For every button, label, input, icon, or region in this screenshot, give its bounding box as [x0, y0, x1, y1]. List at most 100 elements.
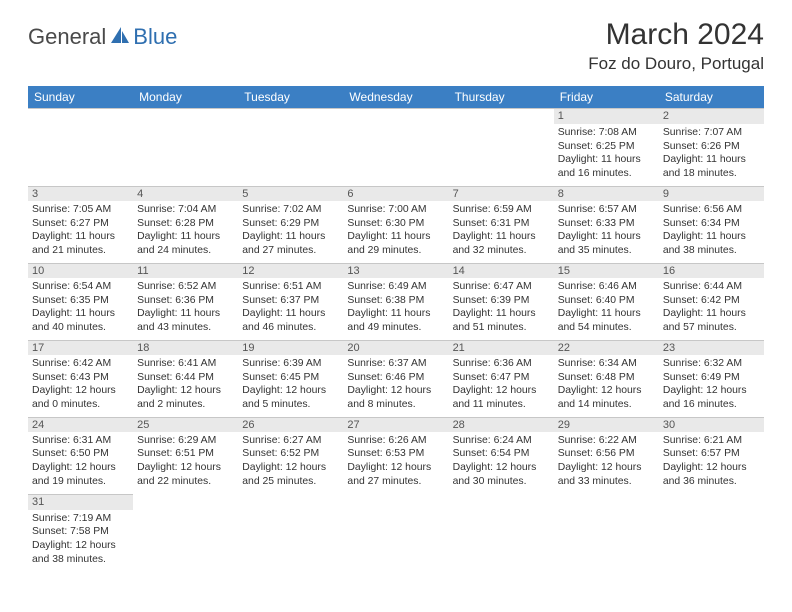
day-number: 2 — [659, 108, 764, 124]
day-detail-line: Sunrise: 7:19 AM — [32, 512, 129, 526]
day-number: 14 — [449, 263, 554, 278]
day-cell: Sunrise: 6:56 AMSunset: 6:34 PMDaylight:… — [659, 201, 764, 263]
day-cell: Sunrise: 6:52 AMSunset: 6:36 PMDaylight:… — [133, 278, 238, 340]
day-cell: Sunrise: 6:29 AMSunset: 6:51 PMDaylight:… — [133, 432, 238, 494]
day-number: 20 — [343, 340, 448, 355]
day-detail-line: Daylight: 12 hours — [137, 461, 234, 475]
day-detail-line: Daylight: 12 hours — [242, 461, 339, 475]
day-detail-line: Sunset: 6:28 PM — [137, 217, 234, 231]
day-detail-line: Sunrise: 6:52 AM — [137, 280, 234, 294]
day-number: 17 — [28, 340, 133, 355]
day-detail-line: Daylight: 11 hours — [558, 230, 655, 244]
day-detail-line: Sunrise: 6:57 AM — [558, 203, 655, 217]
day-detail-line: Sunset: 6:56 PM — [558, 447, 655, 461]
day-detail-line: and 27 minutes. — [242, 244, 339, 258]
day-number — [449, 108, 554, 124]
day-detail-line: Daylight: 12 hours — [32, 539, 129, 553]
day-number — [238, 108, 343, 124]
day-cell: Sunrise: 6:47 AMSunset: 6:39 PMDaylight:… — [449, 278, 554, 340]
day-detail-line: Sunrise: 6:24 AM — [453, 434, 550, 448]
day-cell: Sunrise: 6:22 AMSunset: 6:56 PMDaylight:… — [554, 432, 659, 494]
day-number: 4 — [133, 186, 238, 201]
logo-text-general: General — [28, 24, 106, 50]
day-detail-line: Sunrise: 6:32 AM — [663, 357, 760, 371]
day-number: 3 — [28, 186, 133, 201]
day-detail-line: Daylight: 11 hours — [663, 307, 760, 321]
day-detail-line: and 57 minutes. — [663, 321, 760, 335]
day-number: 23 — [659, 340, 764, 355]
day-number — [238, 494, 343, 510]
day-detail-line: Daylight: 11 hours — [347, 307, 444, 321]
day-cell — [238, 510, 343, 572]
day-detail-line: Daylight: 11 hours — [558, 307, 655, 321]
day-detail-line: and 51 minutes. — [453, 321, 550, 335]
day-detail-line: Sunrise: 6:26 AM — [347, 434, 444, 448]
day-detail-line: Sunrise: 6:54 AM — [32, 280, 129, 294]
day-cell — [449, 510, 554, 572]
day-number: 28 — [449, 417, 554, 432]
day-detail-line: Sunset: 6:35 PM — [32, 294, 129, 308]
day-detail-line: Sunrise: 6:49 AM — [347, 280, 444, 294]
day-detail-line: Sunset: 6:25 PM — [558, 140, 655, 154]
day-detail-line: and 11 minutes. — [453, 398, 550, 412]
day-detail-line: and 32 minutes. — [453, 244, 550, 258]
day-cell: Sunrise: 7:19 AMSunset: 7:58 PMDaylight:… — [28, 510, 133, 572]
day-number: 12 — [238, 263, 343, 278]
day-detail-line: Sunrise: 6:42 AM — [32, 357, 129, 371]
dow-header: Friday — [554, 86, 659, 108]
day-detail-line: and 16 minutes. — [663, 398, 760, 412]
day-detail-line: and 0 minutes. — [32, 398, 129, 412]
day-cell — [449, 124, 554, 186]
day-number: 6 — [343, 186, 448, 201]
day-detail-line: and 5 minutes. — [242, 398, 339, 412]
day-detail-line: and 24 minutes. — [137, 244, 234, 258]
day-detail-line: Sunset: 6:29 PM — [242, 217, 339, 231]
day-number: 19 — [238, 340, 343, 355]
day-cell: Sunrise: 6:46 AMSunset: 6:40 PMDaylight:… — [554, 278, 659, 340]
day-detail-line: Daylight: 11 hours — [242, 307, 339, 321]
day-cell: Sunrise: 7:07 AMSunset: 6:26 PMDaylight:… — [659, 124, 764, 186]
day-number — [133, 108, 238, 124]
dow-header: Wednesday — [343, 86, 448, 108]
logo-text-blue: Blue — [113, 24, 177, 50]
day-detail-line: and 18 minutes. — [663, 167, 760, 181]
day-detail-line: Sunset: 6:47 PM — [453, 371, 550, 385]
day-detail-line: Sunrise: 6:44 AM — [663, 280, 760, 294]
day-cell: Sunrise: 6:31 AMSunset: 6:50 PMDaylight:… — [28, 432, 133, 494]
day-number — [554, 494, 659, 510]
day-detail-line: Sunrise: 7:08 AM — [558, 126, 655, 140]
day-number: 27 — [343, 417, 448, 432]
day-detail-line: Sunset: 6:53 PM — [347, 447, 444, 461]
dow-header: Thursday — [449, 86, 554, 108]
day-detail-line: Sunset: 6:40 PM — [558, 294, 655, 308]
day-cell — [343, 510, 448, 572]
day-cell: Sunrise: 6:59 AMSunset: 6:31 PMDaylight:… — [449, 201, 554, 263]
day-cell: Sunrise: 6:49 AMSunset: 6:38 PMDaylight:… — [343, 278, 448, 340]
day-detail-line: Daylight: 11 hours — [347, 230, 444, 244]
header: General Blue March 2024 Foz do Douro, Po… — [28, 18, 764, 74]
day-cell: Sunrise: 6:37 AMSunset: 6:46 PMDaylight:… — [343, 355, 448, 417]
day-detail-line: Daylight: 12 hours — [453, 461, 550, 475]
day-number: 24 — [28, 417, 133, 432]
day-detail-line: Sunset: 6:30 PM — [347, 217, 444, 231]
day-number: 25 — [133, 417, 238, 432]
day-detail-line: Sunset: 6:36 PM — [137, 294, 234, 308]
day-detail-line: and 25 minutes. — [242, 475, 339, 489]
day-detail-line: Sunrise: 6:47 AM — [453, 280, 550, 294]
day-detail-line: and 29 minutes. — [347, 244, 444, 258]
day-number: 5 — [238, 186, 343, 201]
day-detail-line: and 19 minutes. — [32, 475, 129, 489]
day-detail-line: Sunrise: 7:00 AM — [347, 203, 444, 217]
day-detail-line: Daylight: 11 hours — [453, 307, 550, 321]
day-cell: Sunrise: 6:27 AMSunset: 6:52 PMDaylight:… — [238, 432, 343, 494]
day-detail-line: and 43 minutes. — [137, 321, 234, 335]
day-cell: Sunrise: 6:21 AMSunset: 6:57 PMDaylight:… — [659, 432, 764, 494]
day-detail-line: Daylight: 11 hours — [453, 230, 550, 244]
day-detail-line: Daylight: 11 hours — [32, 307, 129, 321]
dow-header: Tuesday — [238, 86, 343, 108]
day-detail-line: Sunset: 6:38 PM — [347, 294, 444, 308]
day-detail-line: and 36 minutes. — [663, 475, 760, 489]
day-detail-line: Daylight: 12 hours — [32, 384, 129, 398]
day-cell: Sunrise: 6:57 AMSunset: 6:33 PMDaylight:… — [554, 201, 659, 263]
dow-header: Saturday — [659, 86, 764, 108]
